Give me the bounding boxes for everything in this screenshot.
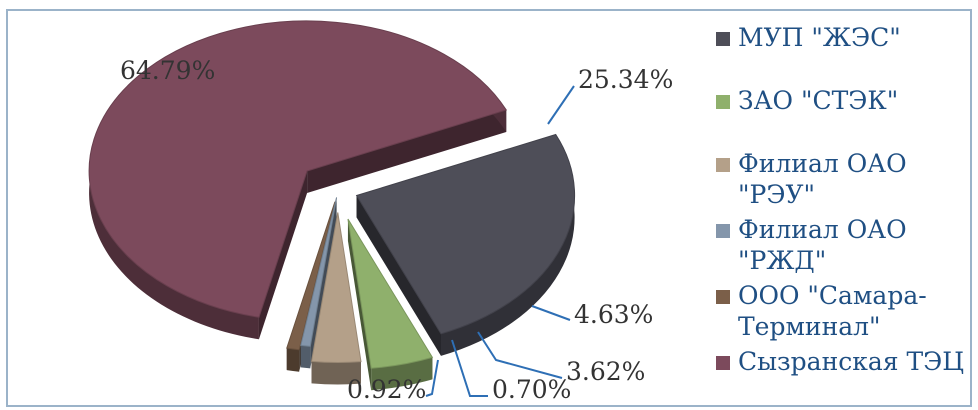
legend-swatch — [716, 32, 730, 46]
chart-legend: МУП "ЖЭС" ЗАО "СТЭК" Филиал ОАО "РЭУ" Филиал… — [712, 22, 974, 377]
legend-label: Сызранская ТЭЦ — [738, 347, 965, 376]
pie-slice-top — [286, 201, 336, 351]
legend-item: Филиал ОАО "РЭУ" — [712, 148, 974, 210]
legend-label: ООО "Самара- — [738, 281, 927, 310]
pie-slice-side — [258, 170, 308, 340]
data-label: 0.70% — [492, 375, 571, 404]
legend-swatch — [716, 158, 730, 172]
leader-line — [425, 359, 439, 397]
pie-slice-side — [311, 361, 361, 385]
legend-swatch — [716, 224, 730, 238]
pie-slice-side — [307, 109, 507, 193]
legend-item: Филиал ОАО "РЖД" — [712, 214, 974, 276]
pie-slice-2 — [347, 218, 434, 391]
legend-item: ЗАО "СТЭК" — [712, 85, 974, 116]
pie-slice-top — [310, 212, 362, 363]
pie-slice-top — [355, 133, 576, 335]
pie-slice-6 — [88, 20, 508, 340]
pie-slice-3 — [310, 212, 362, 385]
legend-item: МУП "ЖЭС" — [712, 22, 974, 53]
legend-item: ООО "Самара- Терминал" — [712, 280, 974, 342]
leader-line — [477, 331, 563, 379]
legend-label: "РЭУ" — [738, 180, 816, 209]
data-label: 0.92% — [347, 375, 426, 404]
data-label: 25.34% — [578, 65, 673, 94]
legend-item: Сызранская ТЭЦ — [712, 346, 974, 377]
legend-label: Филиал ОАО — [738, 149, 907, 178]
legend-label: Филиал ОАО — [738, 215, 907, 244]
legend-swatch — [716, 95, 730, 109]
pie-slice-1 — [355, 133, 576, 356]
pie-slice-side — [300, 345, 311, 369]
data-label: 3.62% — [566, 357, 645, 386]
pie-slice-side — [347, 219, 372, 391]
pie-slice-top — [347, 218, 434, 369]
legend-label: МУП "ЖЭС" — [738, 23, 901, 52]
leader-line — [547, 85, 575, 125]
pie-slice-4 — [300, 197, 338, 369]
leader-line — [531, 305, 571, 321]
pie-slice-top — [88, 20, 508, 318]
pie-slice-side — [356, 195, 441, 356]
legend-label: "РЖД" — [738, 246, 827, 275]
pie-slice-top — [300, 197, 338, 347]
legend-label: Терминал" — [738, 312, 881, 341]
pie-slice-side — [286, 348, 300, 372]
pie-slice-side — [371, 357, 433, 391]
data-label: 4.63% — [574, 300, 653, 329]
data-label: 64.79% — [120, 56, 215, 85]
legend-swatch — [716, 290, 730, 304]
leader-line — [451, 339, 488, 397]
legend-label: ЗАО "СТЭК" — [738, 86, 899, 115]
legend-swatch — [716, 356, 730, 370]
